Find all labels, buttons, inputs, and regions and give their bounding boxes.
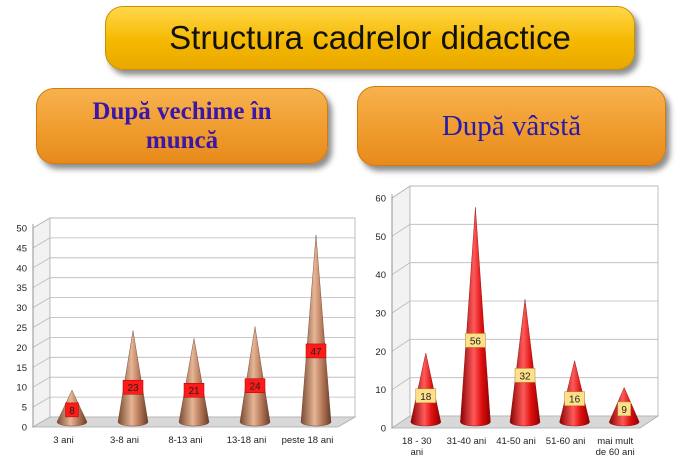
cone-bar (117, 330, 149, 427)
x-tick-label: de 60 ani (596, 447, 635, 458)
cone-bar (178, 338, 210, 427)
gridline (32, 297, 355, 308)
data-label-bg (415, 388, 437, 404)
page-title: Structura cadrelor didactice (169, 19, 571, 56)
x-tick-label: ani (410, 447, 423, 458)
data-label-bg (465, 333, 486, 348)
cone-body (239, 326, 271, 427)
y-tick-label: 15 (16, 363, 27, 374)
gridline (391, 338, 658, 352)
cone-bar (460, 207, 491, 427)
title-banner: Structura cadrelor didactice (105, 6, 635, 70)
gridline (391, 185, 658, 199)
x-tick-label: 51-60 ani (546, 436, 586, 447)
x-tick-label: 8-13 ani (168, 435, 202, 446)
data-label: 23 (127, 383, 139, 394)
y-tick-label: 30 (375, 309, 386, 320)
x-tick-label: 13-18 ani (227, 435, 267, 446)
y-tick-label: 45 (16, 243, 27, 254)
x-tick-label: peste 18 ani (282, 435, 334, 446)
gridline (32, 217, 355, 229)
cone-bar (239, 326, 271, 427)
data-label-bg (305, 343, 327, 359)
data-label: 16 (569, 395, 581, 406)
data-label-bg (617, 401, 631, 417)
cone-bar (300, 234, 332, 427)
data-label-bg (65, 402, 79, 418)
y-tick-label: 20 (16, 343, 27, 354)
subtitle-right: După vârstă (441, 109, 582, 142)
y-tick-label: 20 (375, 347, 386, 358)
x-tick-label: mai mult (597, 436, 633, 447)
gridline (32, 277, 355, 289)
cone-body (300, 234, 332, 427)
data-label: 8 (69, 406, 75, 417)
y-tick-label: 0 (381, 424, 386, 435)
data-label-bg (244, 378, 266, 393)
x-tick-label: 31-40 ani (447, 436, 487, 447)
y-tick-label: 50 (375, 232, 386, 243)
gridline (391, 300, 658, 314)
data-label-bg (514, 368, 536, 383)
y-tick-label: 35 (16, 283, 27, 294)
cone-body (117, 330, 149, 427)
y-tick-label: 50 (16, 224, 27, 235)
x-tick-label: 3-8 ani (110, 435, 139, 446)
data-label: 18 (420, 392, 432, 403)
y-tick-label: 40 (375, 270, 386, 281)
data-label: 21 (188, 386, 200, 397)
data-label-bg (122, 379, 144, 395)
y-tick-label: 40 (16, 263, 27, 274)
data-label-bg (183, 382, 205, 398)
gridline (32, 237, 355, 249)
subtitle-left-banner: După vechime în muncă (36, 88, 328, 164)
data-label: 47 (310, 347, 322, 358)
data-label: 24 (249, 382, 261, 393)
y-tick-label: 30 (16, 303, 27, 314)
gridline (391, 262, 658, 275)
x-tick-label: 41-50 ani (496, 436, 536, 447)
cone-bar (509, 299, 541, 427)
gridline (32, 257, 355, 269)
cone-body (178, 338, 210, 427)
gridline (391, 223, 658, 237)
y-tick-label: 0 (22, 423, 27, 434)
x-tick-label: 18 - 30 (402, 436, 432, 447)
data-label: 56 (470, 336, 482, 347)
cone-body (460, 207, 491, 427)
y-tick-label: 10 (375, 385, 386, 396)
x-tick-label: 3 ani (53, 435, 74, 446)
y-tick-label: 25 (16, 323, 27, 334)
gridline (32, 317, 355, 328)
data-label: 32 (519, 371, 531, 382)
cone-body (509, 299, 541, 427)
y-tick-label: 10 (16, 383, 27, 394)
subtitle-right-banner: După vârstă (357, 86, 666, 166)
y-tick-label: 5 (22, 403, 27, 414)
data-label-bg (564, 391, 585, 406)
data-label: 9 (621, 405, 627, 416)
subtitle-left: După vechime în muncă (92, 98, 272, 154)
y-tick-label: 60 (375, 194, 386, 205)
